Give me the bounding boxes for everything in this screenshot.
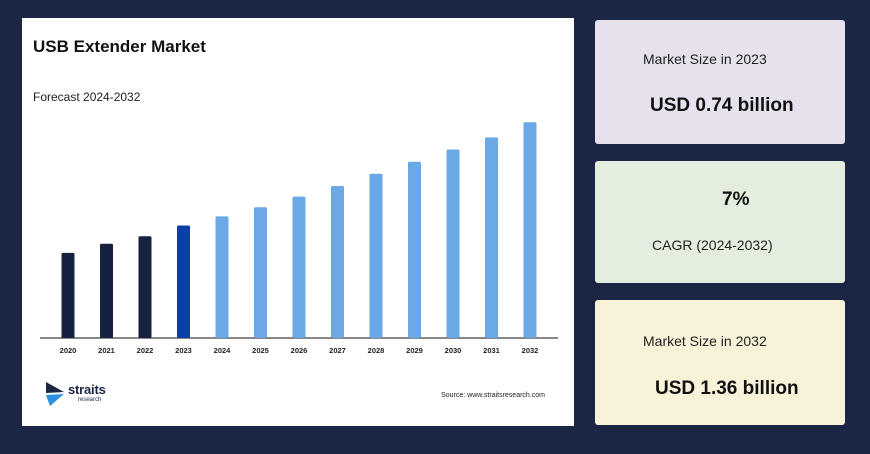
x-tick-label-2024: 2024	[214, 346, 232, 355]
bar-2028	[369, 173, 383, 338]
bar-2031	[485, 137, 498, 338]
market-size-2032-value: USD 1.36 billion	[655, 378, 799, 399]
straits-logo: straits research	[44, 380, 124, 410]
x-tick-label-2030: 2030	[445, 346, 462, 355]
x-tick-label-2032: 2032	[522, 346, 539, 355]
market-size-2023-value: USD 0.74 billion	[650, 95, 794, 116]
market-size-2023-label: Market Size in 2023	[643, 51, 767, 67]
bar-2022	[138, 236, 152, 338]
x-tick-label-2021: 2021	[98, 346, 115, 355]
bar-2032	[523, 122, 537, 338]
bar-2024	[215, 216, 229, 338]
bar-2027	[331, 186, 344, 338]
market-size-2023-card: Market Size in 2023 USD 0.74 billion	[595, 20, 845, 144]
chart-panel: USB Extender Market Forecast 2024-2032 2…	[22, 18, 574, 426]
bar-2026	[292, 196, 306, 338]
cagr-card: 7% CAGR (2024-2032)	[595, 161, 845, 283]
bar-2021	[100, 243, 113, 338]
bar-2025	[254, 207, 267, 338]
x-tick-label-2031: 2031	[483, 346, 500, 355]
cagr-value: 7%	[722, 189, 750, 210]
straits-logo-icon	[46, 382, 64, 406]
x-tick-label-2029: 2029	[406, 346, 423, 355]
bar-2023	[177, 225, 190, 338]
market-size-2032-label: Market Size in 2032	[643, 333, 767, 349]
x-tick-label-2025: 2025	[252, 346, 269, 355]
chart-subtitle: Forecast 2024-2032	[33, 90, 141, 104]
x-tick-label-2028: 2028	[368, 346, 385, 355]
cagr-label: CAGR (2024-2032)	[652, 237, 773, 253]
bar-chart: 2020 2021 2022 2023 2024 2025 2026 2027 2028 2029…	[40, 122, 558, 355]
x-tick-label-2026: 2026	[291, 346, 308, 355]
source-note: Source: www.straitsresearch.com	[441, 392, 545, 399]
bar-2030	[446, 149, 460, 338]
bar-2029	[408, 161, 421, 338]
logo-sub: research	[78, 397, 102, 403]
x-tick-label-2023: 2023	[175, 346, 192, 355]
chart-title: USB Extender Market	[33, 37, 206, 56]
x-tick-label-2027: 2027	[329, 346, 346, 355]
bar-2020	[61, 252, 75, 338]
market-size-2032-card: Market Size in 2032 USD 1.36 billion	[595, 300, 845, 425]
x-tick-label-2020: 2020	[60, 346, 77, 355]
logo-name: straits	[68, 382, 106, 397]
x-tick-label-2022: 2022	[137, 346, 154, 355]
